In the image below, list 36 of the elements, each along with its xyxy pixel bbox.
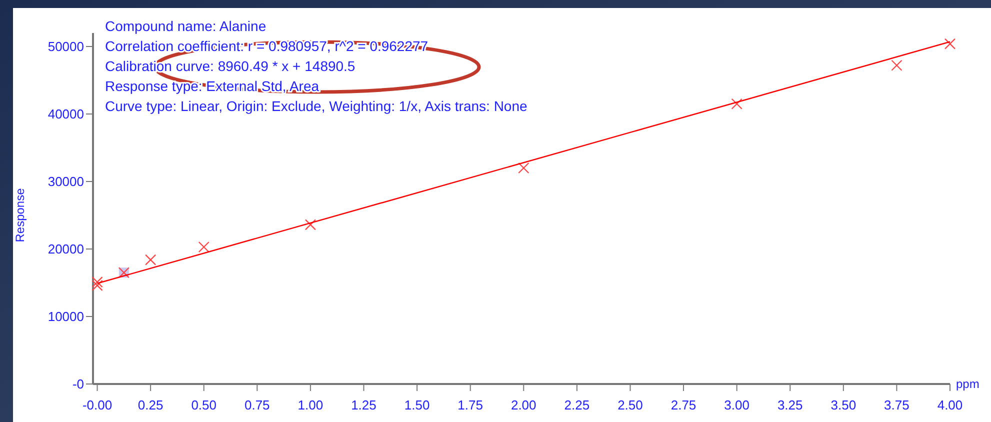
annotation: Compound name: Alanine xyxy=(105,18,266,34)
x-tick-label: 1.50 xyxy=(404,398,430,413)
x-tick-label: 0.25 xyxy=(138,398,164,413)
point xyxy=(304,219,316,230)
x-tick-label: 3.50 xyxy=(830,398,856,413)
point xyxy=(92,280,103,291)
x-tick-label: 2.50 xyxy=(618,398,643,413)
y-axis-title: Response xyxy=(13,188,27,242)
y-tick-label: -0 xyxy=(72,376,84,392)
x-tick-label: 0.75 xyxy=(244,398,270,413)
x-tick-label: 1.75 xyxy=(458,398,483,413)
point xyxy=(891,60,902,71)
point xyxy=(518,162,530,174)
x-tick-label: 2.75 xyxy=(670,398,696,413)
x-tick-label: 4.00 xyxy=(937,398,963,413)
x-tick-label: 3.00 xyxy=(724,398,750,413)
x-tick-label: 1.25 xyxy=(351,398,376,413)
x-tick-label: 3.25 xyxy=(777,398,803,413)
x-tick-label: -0.00 xyxy=(82,398,112,413)
y-tick-label: 20000 xyxy=(48,242,84,257)
x-axis-title: ppm xyxy=(956,377,980,391)
x-tick-label: 1.00 xyxy=(298,398,324,413)
x-tick-label: 2.00 xyxy=(510,398,536,413)
x-tick-label: 0.50 xyxy=(191,398,217,413)
point xyxy=(731,98,742,110)
point xyxy=(145,254,156,266)
point xyxy=(198,241,210,253)
point xyxy=(944,38,956,50)
x-tick-label: 2.25 xyxy=(564,398,590,413)
x-tick-label: 3.75 xyxy=(884,398,910,413)
point xyxy=(92,276,103,288)
y-tick-label: 50000 xyxy=(48,39,84,54)
y-tick-label: 40000 xyxy=(48,106,84,122)
y-tick-label: 30000 xyxy=(48,174,84,190)
annotation: Curve type: Linear, Origin: Exclude, Weighting: 1/x, Axis trans: None xyxy=(105,98,528,114)
y-tick-label: 10000 xyxy=(48,309,84,324)
